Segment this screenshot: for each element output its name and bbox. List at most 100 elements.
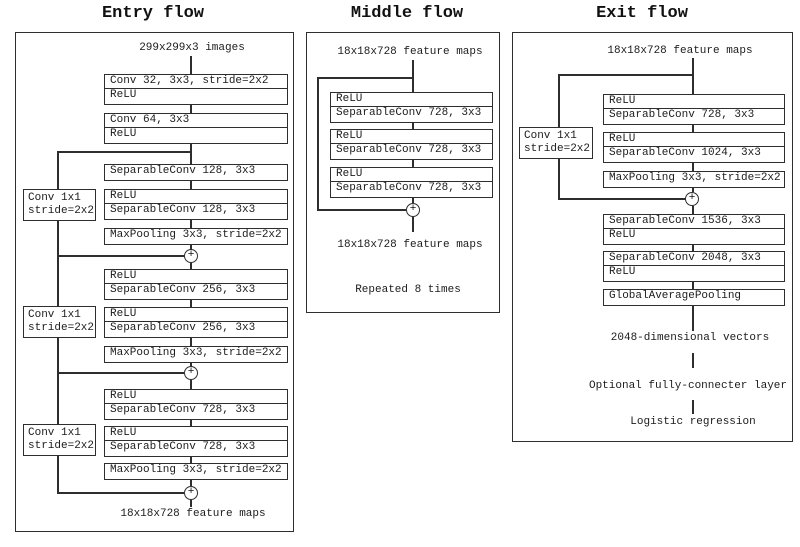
connector	[692, 206, 694, 214]
connector	[57, 338, 59, 424]
layer-box-relu-sepconv256-b: ReLU SeparableConv 256, 3x3	[104, 307, 288, 338]
layer-row: ReLU	[336, 130, 363, 142]
layer-box-relu-sepconv728-m3: ReLU SeparableConv 728, 3x3	[330, 167, 493, 198]
connector	[412, 217, 414, 232]
exit-vectors-label: 2048-dimensional vectors	[610, 332, 770, 344]
connector	[412, 198, 414, 203]
connector	[190, 380, 192, 389]
layer-box-conv64: Conv 64, 3x3 ReLU	[104, 113, 288, 144]
connector	[57, 221, 59, 306]
connector	[190, 457, 192, 463]
add-icon: +	[184, 486, 198, 500]
connector	[692, 306, 694, 331]
shortcut-label: stride=2x2	[524, 143, 591, 155]
layer-row: ReLU	[110, 427, 137, 439]
connector	[57, 492, 184, 494]
connector	[57, 255, 184, 257]
layer-row: MaxPooling 3x3, stride=2x2	[110, 464, 282, 476]
connector	[190, 181, 192, 189]
connector	[190, 420, 192, 426]
connector	[190, 144, 192, 164]
layer-box-relu-sepconv1024: ReLU SeparableConv 1024, 3x3	[603, 132, 785, 163]
layer-row: MaxPooling 3x3, stride=2x2	[110, 347, 282, 359]
connector	[692, 188, 694, 192]
connector	[692, 245, 694, 251]
connector	[190, 56, 192, 74]
connector	[692, 400, 694, 414]
layer-row: ReLU	[110, 390, 137, 402]
layer-row: SeparableConv 2048, 3x3	[609, 252, 761, 264]
add-icon: +	[184, 366, 198, 380]
layer-row: ReLU	[110, 190, 137, 202]
layer-row: ReLU	[604, 265, 784, 279]
layer-row: SeparableConv 256, 3x3	[105, 321, 287, 335]
layer-box-maxpool-1: MaxPooling 3x3, stride=2x2	[104, 228, 288, 245]
connector	[190, 500, 192, 507]
exit-flow-title: Exit flow	[596, 4, 688, 23]
layer-row: ReLU	[110, 270, 137, 282]
layer-row: SeparableConv 728, 3x3	[604, 108, 784, 122]
shortcut-label: stride=2x2	[28, 440, 95, 452]
layer-row: ReLU	[105, 127, 287, 141]
layer-row: Conv 64, 3x3	[110, 114, 190, 126]
layer-box-relu-sepconv728-m2: ReLU SeparableConv 728, 3x3	[330, 129, 493, 160]
connector	[317, 209, 406, 211]
connector	[412, 60, 414, 92]
exit-logistic-label: Logistic regression	[630, 416, 756, 428]
shortcut-label: Conv 1x1	[28, 192, 81, 204]
entry-input-label: 299x299x3 images	[139, 42, 245, 54]
layer-row: SeparableConv 728, 3x3	[331, 106, 492, 120]
layer-row: SeparableConv 728, 3x3	[105, 440, 287, 454]
layer-row: SeparableConv 728, 3x3	[105, 403, 287, 417]
connector	[692, 282, 694, 289]
connector	[692, 353, 694, 368]
layer-row: Conv 32, 3x3, stride=2x2	[110, 75, 269, 87]
connector	[190, 300, 192, 307]
connector	[190, 220, 192, 228]
add-icon: +	[406, 203, 420, 217]
layer-box-maxpool-x: MaxPooling 3x3, stride=2x2	[603, 171, 785, 188]
layer-row: SeparableConv 256, 3x3	[105, 283, 287, 297]
connector	[190, 105, 192, 113]
layer-box-relu-sepconv728-a: ReLU SeparableConv 728, 3x3	[104, 389, 288, 420]
middle-input-label: 18x18x728 feature maps	[337, 46, 483, 58]
middle-repeat-note: Repeated 8 times	[355, 284, 461, 296]
connector	[558, 198, 686, 200]
layer-row: SeparableConv 1536, 3x3	[609, 215, 761, 227]
add-icon: +	[685, 192, 699, 206]
connector	[57, 456, 59, 493]
exit-input-label: 18x18x728 feature maps	[607, 45, 753, 57]
connector	[692, 58, 694, 94]
shortcut-conv1x1-box-2: Conv 1x1 stride=2x2	[23, 306, 96, 338]
layer-row: SeparableConv 128, 3x3	[105, 203, 287, 217]
layer-box-relu-sepconv728-x: ReLU SeparableConv 728, 3x3	[603, 94, 785, 125]
layer-row: ReLU	[336, 168, 363, 180]
layer-box-relu-sepconv728-b: ReLU SeparableConv 728, 3x3	[104, 426, 288, 457]
connector	[692, 125, 694, 132]
connector	[57, 151, 191, 153]
connector	[317, 77, 319, 210]
layer-row: ReLU	[604, 228, 784, 242]
connector	[317, 77, 413, 79]
middle-flow-title: Middle flow	[350, 4, 464, 23]
middle-output-label: 18x18x728 feature maps	[337, 239, 483, 251]
shortcut-label: Conv 1x1	[524, 130, 577, 142]
layer-box-sepconv2048-relu: SeparableConv 2048, 3x3 ReLU	[603, 251, 785, 282]
connector	[692, 163, 694, 171]
entry-flow-title: Entry flow	[101, 4, 205, 23]
connector	[558, 74, 560, 127]
connector	[558, 159, 560, 199]
shortcut-label: stride=2x2	[28, 205, 95, 217]
entry-output-label: 18x18x728 feature maps	[120, 508, 266, 520]
layer-row: SeparableConv 728, 3x3	[331, 143, 492, 157]
add-icon: +	[184, 249, 198, 263]
layer-row: MaxPooling 3x3, stride=2x2	[609, 172, 781, 184]
connector	[190, 363, 192, 367]
layer-row: GlobalAveragePooling	[609, 290, 742, 302]
connector	[57, 151, 59, 189]
layer-box-relu-sepconv256-a: ReLU SeparableConv 256, 3x3	[104, 269, 288, 300]
layer-box-globalaveragepooling: GlobalAveragePooling	[603, 289, 785, 306]
shortcut-conv1x1-box-3: Conv 1x1 stride=2x2	[23, 424, 96, 456]
layer-row: ReLU	[336, 93, 363, 105]
